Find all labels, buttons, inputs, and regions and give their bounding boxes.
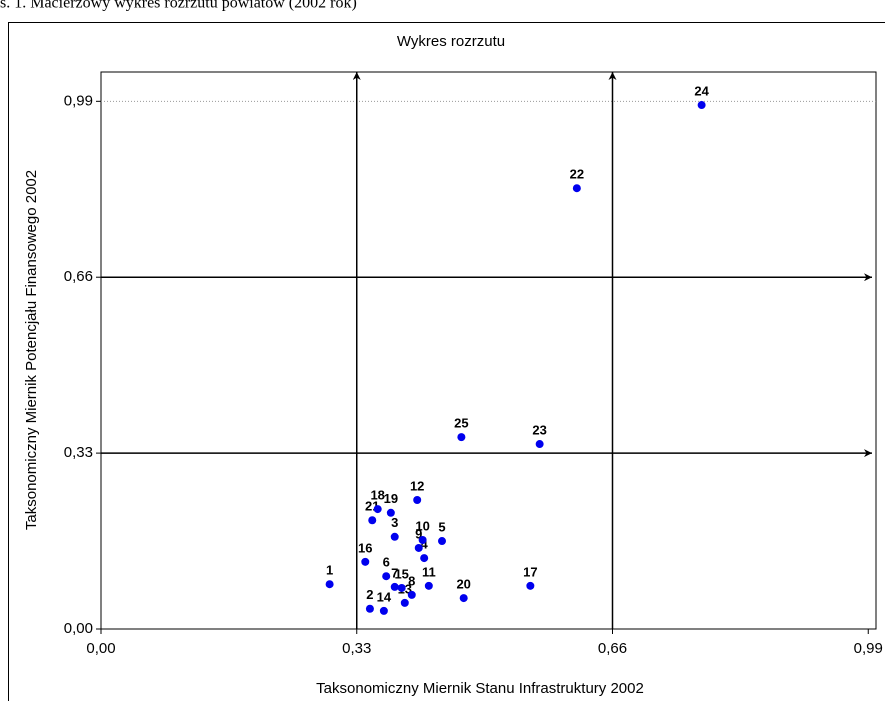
point (382, 572, 390, 580)
point (387, 509, 395, 517)
point (413, 496, 421, 504)
point (460, 594, 468, 602)
point (326, 580, 334, 588)
y-tick-label: 0,33 (64, 444, 93, 461)
point (425, 582, 433, 590)
outer-frame (9, 23, 885, 702)
point-label: 5 (438, 519, 445, 534)
point (457, 433, 465, 441)
point (438, 537, 446, 545)
chart-title: Wykres rozrzutu (397, 33, 505, 50)
point-label: 3 (391, 515, 398, 530)
point-label: 19 (384, 491, 398, 506)
point-label: 12 (410, 478, 424, 493)
point-label: 17 (523, 564, 537, 579)
point (420, 554, 428, 562)
point (391, 533, 399, 541)
point (374, 505, 382, 513)
point-label: 10 (415, 518, 429, 533)
point-label: 20 (456, 577, 470, 592)
point-label: 1 (326, 563, 333, 578)
x-tick-label: 0,66 (598, 640, 627, 657)
point-label: 25 (454, 416, 468, 431)
plot-frame (101, 72, 876, 629)
point-label: 2 (366, 587, 373, 602)
point-label: 11 (422, 564, 436, 579)
point (408, 591, 416, 599)
point (698, 101, 706, 109)
point (536, 440, 544, 448)
x-tick-label: 0,00 (86, 640, 115, 657)
point-label: 7 (391, 565, 398, 580)
x-tick-label: 0,33 (342, 640, 371, 657)
caption: s. 1. Macierzowy wykres rozrzutu powiató… (0, 0, 357, 12)
point (391, 583, 399, 591)
y-tick-label: 0,99 (64, 92, 93, 109)
point (526, 582, 534, 590)
point (366, 605, 374, 613)
point-label: 23 (532, 422, 546, 437)
point-label: 6 (383, 555, 390, 570)
point (419, 536, 427, 544)
point (415, 544, 423, 552)
y-tick-label: 0,00 (64, 620, 93, 637)
point-label: 14 (377, 589, 392, 604)
y-tick-label: 0,66 (64, 268, 93, 285)
point-label: 8 (408, 573, 415, 588)
x-axis-label: Taksonomiczny Miernik Stanu Infrastruktu… (316, 680, 644, 697)
point-label: 16 (358, 540, 372, 555)
point-label: 24 (694, 83, 709, 98)
point (361, 558, 369, 566)
point (398, 584, 406, 592)
point-label: 22 (570, 167, 584, 182)
y-axis-label: Taksonomiczny Miernik Potencjału Finanso… (23, 170, 40, 530)
point (368, 516, 376, 524)
point (401, 599, 409, 607)
point (380, 607, 388, 615)
x-tick-label: 0,99 (854, 640, 883, 657)
point (573, 184, 581, 192)
